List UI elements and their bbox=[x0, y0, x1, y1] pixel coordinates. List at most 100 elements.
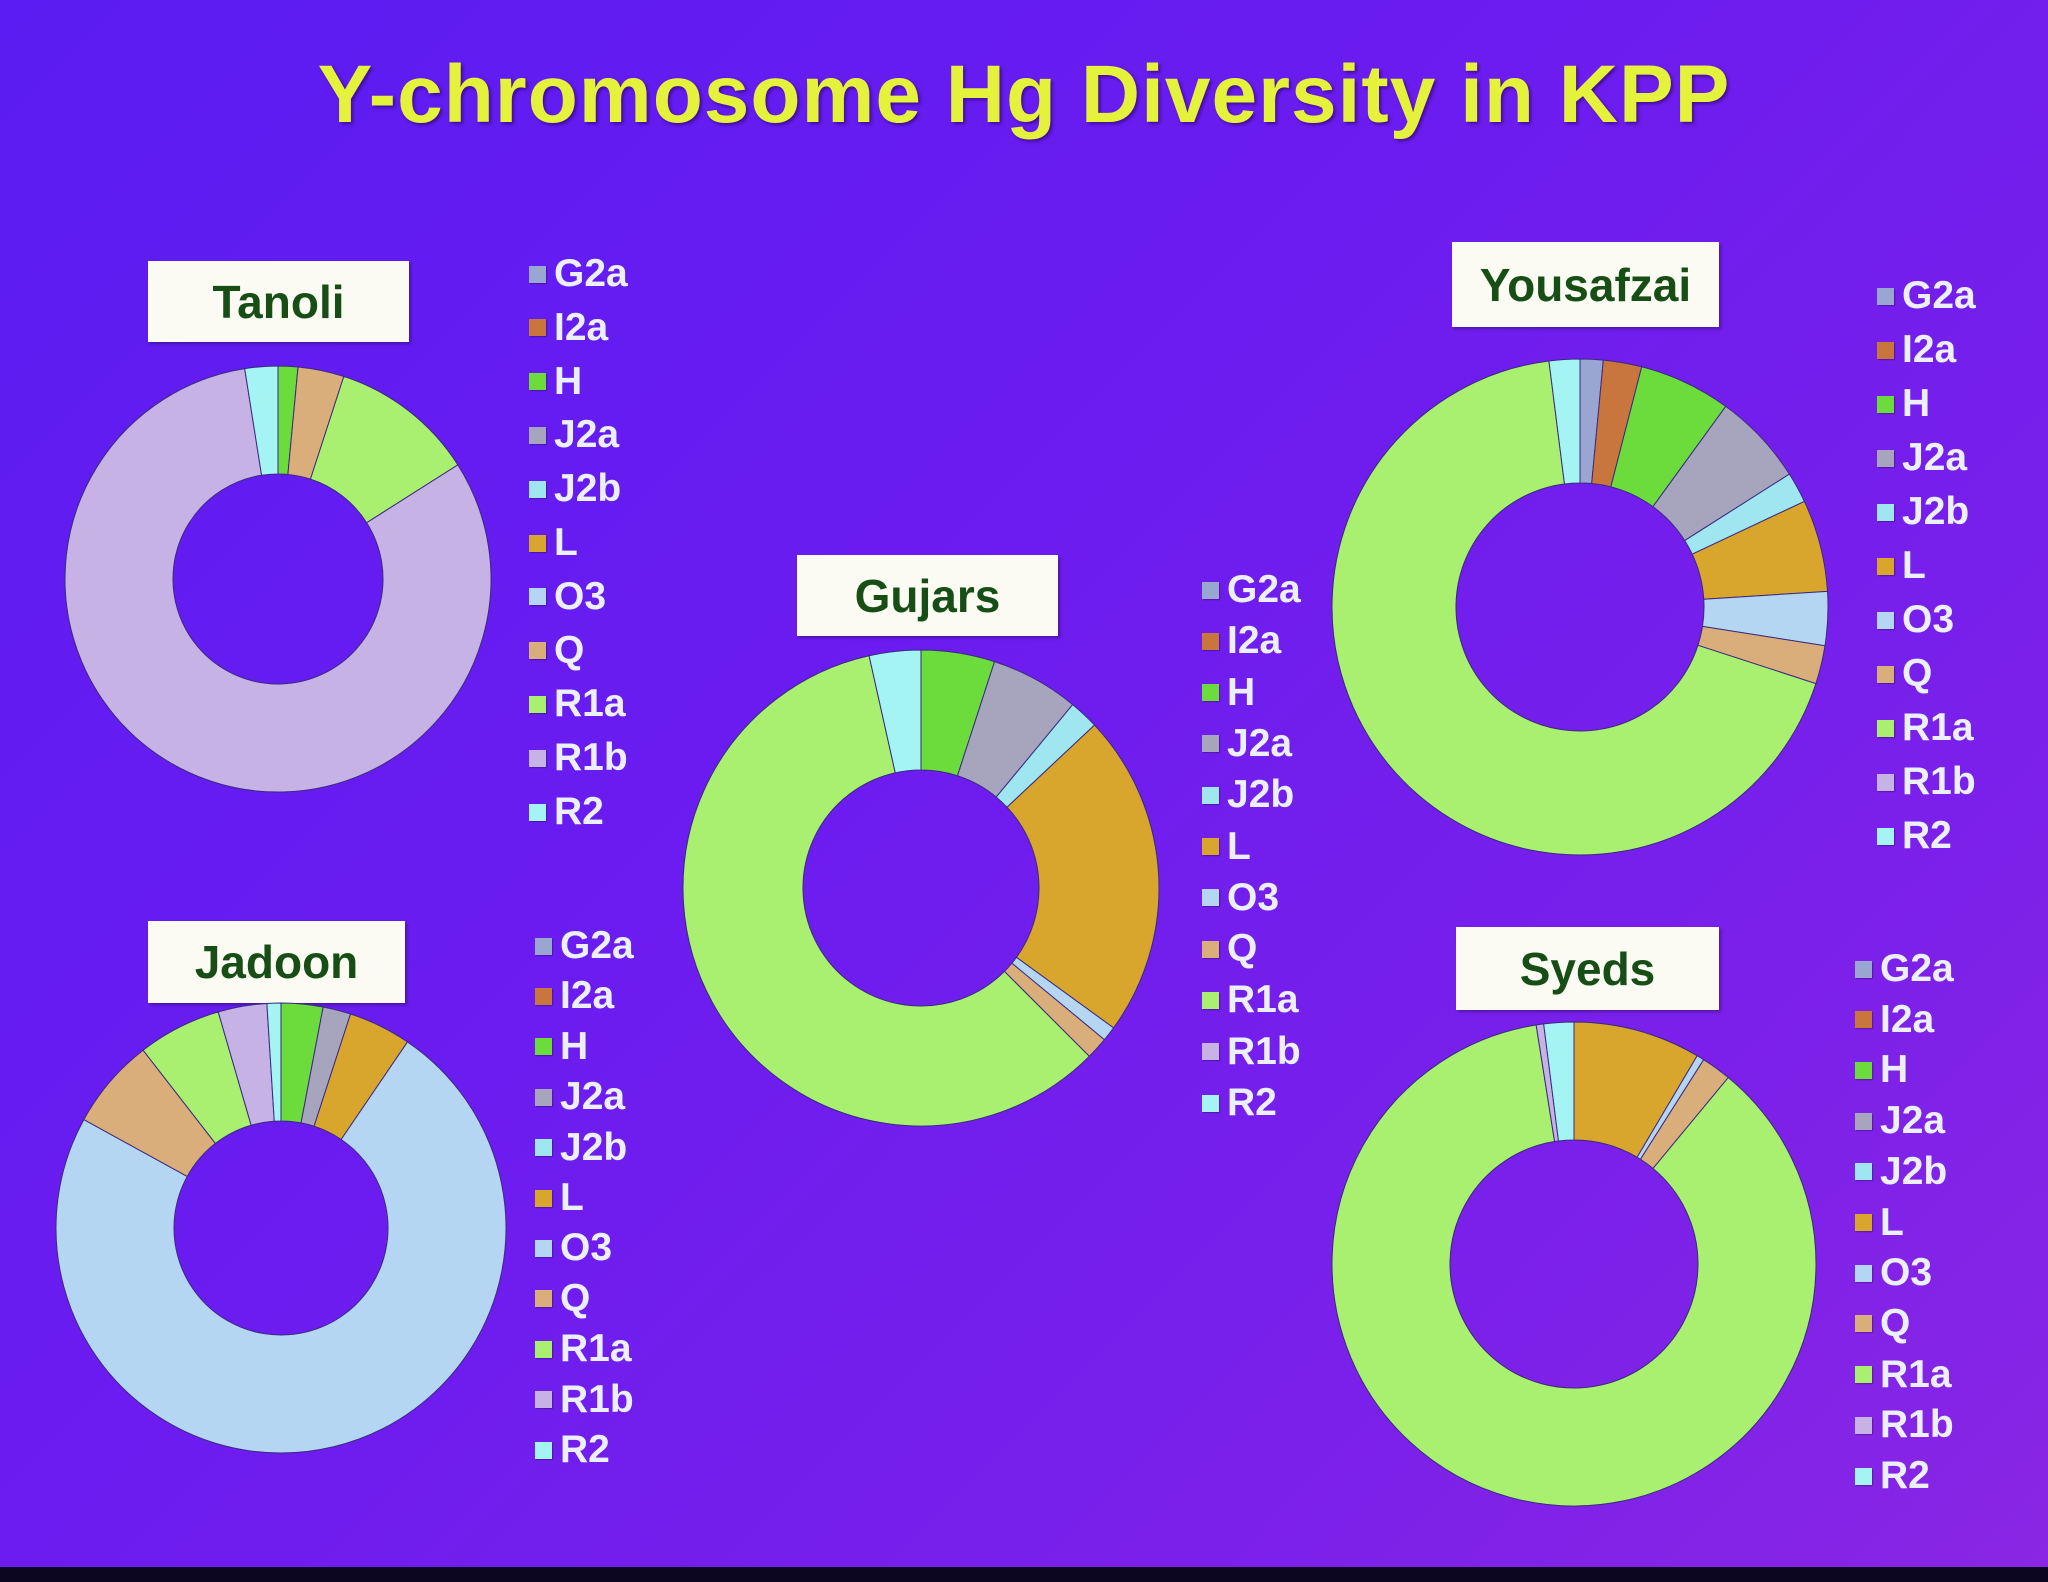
legend-item-i2a: I2a bbox=[1877, 328, 1956, 372]
legend-label: L bbox=[560, 1176, 584, 1219]
legend-item-l: L bbox=[535, 1176, 584, 1220]
legend-label: G2a bbox=[1880, 947, 1954, 990]
legend-item-r1a: R1a bbox=[535, 1327, 632, 1371]
legend-label: J2a bbox=[1227, 721, 1293, 765]
legend-label: R1a bbox=[1902, 706, 1974, 749]
legend-swatch-icon bbox=[1877, 287, 1894, 305]
legend-swatch-icon bbox=[1202, 991, 1219, 1009]
legend-label: G2a bbox=[560, 924, 634, 967]
legend-label: R2 bbox=[1227, 1081, 1277, 1124]
legend-label: R1a bbox=[554, 682, 626, 726]
legend-swatch-icon bbox=[1855, 1264, 1872, 1282]
legend-label: R1b bbox=[1227, 1029, 1301, 1073]
legend-swatch-icon bbox=[529, 426, 546, 444]
legend-swatch-icon bbox=[535, 1139, 552, 1157]
legend-item-i2a: I2a bbox=[529, 306, 608, 350]
slice-yousafzai-r1a bbox=[1331, 360, 1817, 856]
legend-item-o3: O3 bbox=[535, 1226, 612, 1270]
legend-item-i2a: I2a bbox=[1202, 619, 1281, 663]
legend-label: H bbox=[1902, 382, 1931, 425]
legend-item-o3: O3 bbox=[1855, 1251, 1932, 1295]
donut-chart-gujars bbox=[682, 649, 1160, 1127]
legend-swatch-icon bbox=[1855, 1011, 1872, 1029]
slice-yousafzai-r2 bbox=[1548, 358, 1581, 485]
legend-swatch-icon bbox=[529, 588, 546, 606]
legend-item-h: H bbox=[1877, 382, 1930, 426]
legend-label: L bbox=[1880, 1200, 1904, 1244]
legend-label: O3 bbox=[1902, 598, 1955, 641]
legend-swatch-icon bbox=[535, 1239, 552, 1257]
legend-swatch-icon bbox=[1202, 632, 1219, 650]
legend-label: R1b bbox=[1902, 760, 1976, 803]
legend-swatch-icon bbox=[529, 534, 546, 552]
slice-tanoli-r2 bbox=[244, 365, 279, 476]
legend-item-o3: O3 bbox=[1202, 876, 1279, 920]
legend-swatch-icon bbox=[535, 1441, 552, 1459]
legend-label: Q bbox=[1880, 1301, 1911, 1345]
slice-gujars-r2 bbox=[868, 649, 922, 774]
legend-label: I2a bbox=[1880, 997, 1935, 1041]
legend-swatch-icon bbox=[1855, 1315, 1872, 1333]
legend-item-j2b: J2b bbox=[1202, 773, 1294, 817]
legend-label: R2 bbox=[1902, 814, 1952, 857]
legend-swatch-icon bbox=[535, 987, 552, 1005]
legend-swatch-icon bbox=[1855, 960, 1872, 978]
legend-label: O3 bbox=[554, 574, 607, 618]
legend-swatch-icon bbox=[535, 937, 552, 955]
donut-chart-tanoli bbox=[64, 365, 492, 793]
legend-item-r1a: R1a bbox=[1877, 706, 1974, 750]
chart-title-yousafzai: Yousafzai bbox=[1452, 242, 1719, 327]
legend-swatch-icon bbox=[1877, 827, 1894, 845]
legend-item-i2a: I2a bbox=[1855, 998, 1934, 1042]
legend-item-r1b: R1b bbox=[529, 736, 628, 780]
legend-swatch-icon bbox=[1202, 1043, 1219, 1061]
legend-swatch-icon bbox=[529, 480, 546, 498]
legend-label: H bbox=[560, 1024, 589, 1068]
legend-label: G2a bbox=[1902, 274, 1976, 317]
legend-item-h: H bbox=[529, 360, 582, 404]
legend-item-r2: R2 bbox=[1855, 1454, 1930, 1498]
legend-label: R1b bbox=[1880, 1403, 1954, 1447]
legend-item-l: L bbox=[529, 521, 578, 565]
legend-swatch-icon bbox=[1855, 1467, 1872, 1485]
legend-label: R1b bbox=[560, 1377, 634, 1421]
legend-swatch-icon bbox=[1877, 341, 1894, 359]
legend-item-g2a: G2a bbox=[529, 252, 628, 296]
legend-label: O3 bbox=[1227, 875, 1280, 919]
legend-label: H bbox=[1880, 1048, 1909, 1092]
legend-label: R2 bbox=[554, 790, 604, 833]
legend-item-r1b: R1b bbox=[1202, 1030, 1301, 1074]
legend-swatch-icon bbox=[529, 695, 546, 713]
legend-label: Q bbox=[1227, 927, 1258, 971]
legend-swatch-icon bbox=[1202, 581, 1219, 599]
legend-label: O3 bbox=[560, 1226, 613, 1270]
legend-swatch-icon bbox=[1202, 838, 1219, 855]
legend-item-l: L bbox=[1202, 825, 1251, 869]
legend-item-g2a: G2a bbox=[1855, 947, 1954, 991]
legend-swatch-icon bbox=[1855, 1214, 1872, 1231]
slice-gujars-l bbox=[1006, 724, 1160, 1029]
legend-swatch-icon bbox=[529, 319, 546, 337]
legend-swatch-icon bbox=[535, 1088, 552, 1106]
donut-chart-yousafzai bbox=[1331, 358, 1829, 856]
legend-swatch-icon bbox=[1855, 1366, 1872, 1384]
legend-item-r1b: R1b bbox=[1855, 1403, 1954, 1447]
legend-label: R1a bbox=[1880, 1352, 1952, 1396]
legend-label: L bbox=[1902, 544, 1926, 587]
legend-item-r1a: R1a bbox=[529, 682, 626, 726]
legend-label: R1b bbox=[554, 736, 628, 780]
legend-item-j2a: J2a bbox=[535, 1075, 625, 1119]
legend-item-g2a: G2a bbox=[1202, 568, 1301, 612]
chart-title-jadoon: Jadoon bbox=[148, 921, 405, 1003]
chart-title-tanoli: Tanoli bbox=[148, 261, 409, 342]
legend-item-j2a: J2a bbox=[1202, 722, 1292, 766]
legend-swatch-icon bbox=[1202, 735, 1219, 753]
legend-label: I2a bbox=[1227, 619, 1282, 663]
legend-item-h: H bbox=[535, 1025, 588, 1069]
legend-label: H bbox=[1227, 670, 1256, 714]
legend-label: G2a bbox=[1227, 568, 1301, 611]
legend-label: J2a bbox=[1902, 436, 1968, 479]
legend-label: I2a bbox=[560, 974, 615, 1018]
legend-item-r2: R2 bbox=[529, 790, 604, 834]
legend-item-l: L bbox=[1877, 544, 1926, 588]
